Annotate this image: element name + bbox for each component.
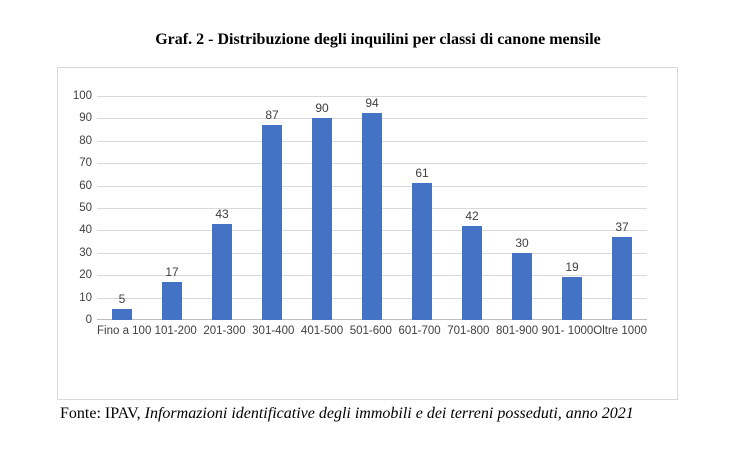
x-tick-label: 901- 1000 (541, 325, 594, 337)
bar (312, 118, 332, 320)
y-tick-label: 70 (79, 157, 92, 170)
data-label: 61 (415, 166, 429, 181)
data-label: 42 (465, 208, 479, 223)
bar (362, 113, 382, 320)
bar-column: 61 (397, 96, 447, 320)
y-tick-label: 10 (79, 291, 92, 304)
bar-series: 5 17 43 87 90 94 61 42 30 19 37 (97, 96, 647, 320)
gridline (97, 96, 647, 97)
source-prefix: Fonte: IPAV, (60, 405, 145, 422)
bar (512, 252, 532, 320)
y-tick-label: 40 (79, 224, 92, 237)
bar-column: 5 (97, 96, 147, 320)
x-tick-label: 601-700 (398, 325, 441, 337)
bar (262, 125, 282, 320)
data-label: 94 (365, 96, 379, 110)
x-tick-label: Oltre 1000 (593, 325, 647, 337)
bar-column: 19 (547, 96, 597, 320)
source-note: Fonte: IPAV, Informazioni identificative… (60, 405, 634, 423)
bar (562, 277, 582, 320)
y-tick-label: 50 (79, 202, 92, 214)
chart-area: 0 10 20 30 40 50 60 70 80 90 100 5 17 43 87 90 94 61 42 30… (57, 67, 678, 400)
y-tick-label: 90 (79, 112, 92, 125)
data-label: 37 (615, 220, 629, 235)
data-label: 30 (515, 235, 529, 250)
x-tick-label: 401-500 (300, 325, 344, 337)
x-tick-label: 801-900 (495, 325, 539, 337)
bar-column: 30 (497, 96, 547, 320)
data-label: 87 (265, 108, 279, 123)
bar (162, 281, 182, 320)
y-tick-label: 30 (79, 246, 92, 259)
data-label: 90 (315, 101, 329, 116)
x-tick-label: 501-600 (349, 325, 392, 337)
bar (112, 308, 132, 320)
bar (612, 237, 632, 320)
bar (412, 183, 432, 320)
chart-title: Graf. 2 - Distribuzione degli inquilini … (155, 31, 601, 48)
bar (462, 225, 482, 320)
source-title-italic: Informazioni identificative degli immobi… (144, 405, 634, 422)
bar-column: 42 (447, 96, 497, 320)
bar-column: 87 (247, 96, 297, 320)
x-tick-label: Fino a 100 (97, 325, 152, 337)
data-label: 19 (565, 260, 579, 275)
x-tick-label: 201-300 (203, 325, 246, 337)
bar-column: 37 (597, 96, 647, 320)
bar-column: 17 (147, 96, 197, 320)
x-tick-label: 101-200 (154, 325, 197, 337)
y-tick-label: 0 (85, 314, 92, 326)
bar-column: 90 (297, 96, 347, 320)
y-tick-label: 60 (79, 179, 92, 192)
data-label: 17 (165, 264, 179, 279)
x-tick-label: 701-800 (447, 325, 490, 337)
plot-area: 5 17 43 87 90 94 61 42 30 19 37 (97, 96, 647, 320)
y-tick-label: 80 (79, 134, 92, 147)
y-tick-label: 20 (79, 269, 92, 282)
y-tick-label: 100 (72, 90, 92, 102)
data-label: 5 (118, 291, 126, 306)
bar-column: 94 (347, 96, 397, 320)
data-label: 43 (215, 206, 229, 221)
bar (212, 223, 232, 320)
x-axis-labels: Fino a 100 101-200 201-300 301-400 401-500 50… (97, 325, 647, 337)
bar-column: 43 (197, 96, 247, 320)
x-tick-label: 301-400 (252, 325, 295, 337)
